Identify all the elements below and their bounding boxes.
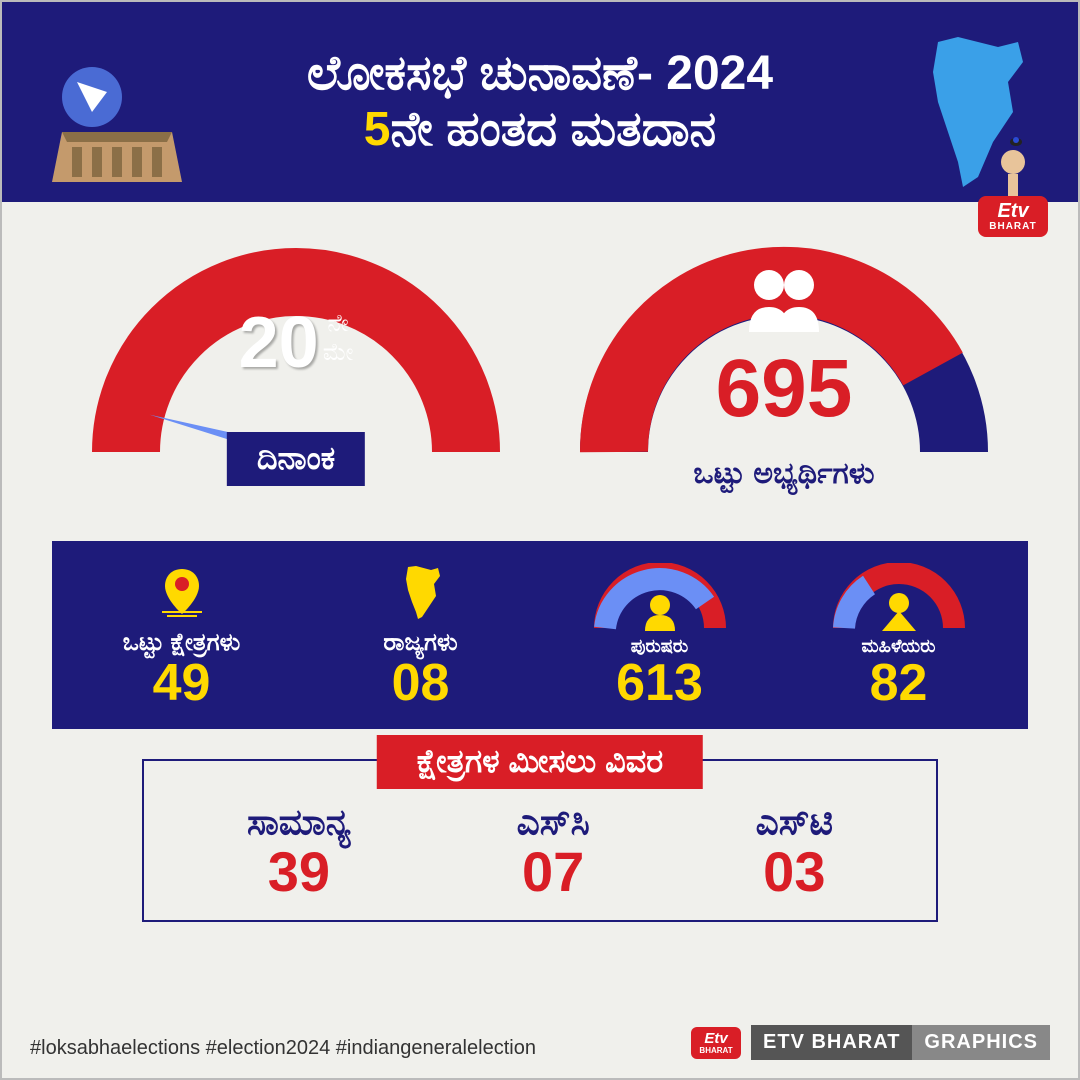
stat-value: 82 [870, 657, 928, 709]
candidates-gauge: 695 ಒಟ್ಟು ಅಭ್ಯರ್ಥಿಗಳು [574, 242, 994, 491]
stat-male: ಪುರುಷರು 613 [540, 561, 779, 709]
phase-number: 5 [364, 103, 391, 156]
stat-constituencies: ಒಟ್ಟು ಕ್ಷೇತ್ರಗಳು 49 [62, 561, 301, 709]
date-gauge: 20ನೇಮೇ ದಿನಾಂಕ [86, 242, 506, 491]
phase-text: ನೇ ಹಂತದ ಮತದಾನ [390, 103, 716, 156]
footer-brand: Etv BHARAT ETV BHARAT GRAPHICS [691, 1025, 1050, 1060]
res-label: ಸಾಮಾನ್ಯ [247, 801, 351, 844]
gauges-row: 20ನೇಮೇ ದಿನಾಂಕ 695 ಒಟ್ಟು ಅಭ್ಯರ್ಥಿಗಳು [2, 202, 1078, 511]
stat-value: 613 [616, 657, 703, 709]
stat-value: 49 [153, 657, 211, 709]
female-gauge-icon [829, 568, 969, 628]
res-label: ಎಸ್​ಸಿ [517, 801, 590, 844]
stat-label: ರಾಜ್ಯಗಳು [383, 629, 457, 657]
stat-label: ಒಟ್ಟು ಕ್ಷೇತ್ರಗಳು [123, 629, 241, 657]
india-icon [396, 561, 446, 621]
header-subtitle: 5ನೇ ಹಂತದ ಮತದಾನ [364, 102, 717, 158]
header-banner: ಲೋಕಸಭೆ ಚುನಾವಣೆ- 2024 5ನೇ ಹಂತದ ಮತದಾನ Etv … [2, 2, 1078, 202]
date-suffix: ನೇಮೇ [323, 310, 354, 368]
res-value: 39 [247, 844, 351, 900]
stat-value: 08 [392, 657, 450, 709]
res-label: ಎಸ್​ಟಿ [756, 801, 833, 844]
res-general: ಸಾಮಾನ್ಯ 39 [247, 801, 351, 900]
header-title: ಲೋಕಸಭೆ ಚುನಾವಣೆ- 2024 [307, 46, 773, 102]
stat-states: ರಾಜ್ಯಗಳು 08 [301, 561, 540, 709]
stats-bar: ಒಟ್ಟು ಕ್ಷೇತ್ರಗಳು 49 ರಾಜ್ಯಗಳು 08 ಪುರುಷ [52, 541, 1028, 729]
people-icon [739, 267, 829, 342]
res-value: 03 [756, 844, 833, 900]
brand-graphics: GRAPHICS [912, 1025, 1050, 1060]
footer: #loksabhaelections #election2024 #indian… [0, 1015, 1080, 1080]
date-value: 20 [239, 302, 319, 384]
res-sc: ಎಸ್​ಸಿ 07 [517, 801, 590, 900]
reservation-title: ಕ್ಷೇತ್ರಗಳ ಮೀಸಲು ವಿವರ [377, 735, 703, 789]
pin-icon [157, 561, 207, 621]
etv-logo-header: Etv BHARAT [978, 196, 1048, 237]
res-st: ಎಸ್​ಟಿ 03 [756, 801, 833, 900]
male-gauge-icon [590, 568, 730, 628]
brand-etv: ETV BHARAT [751, 1025, 912, 1060]
india-map-icon [908, 32, 1048, 207]
parliament-icon [42, 62, 192, 197]
stat-female: ಮಹಿಳೆಯರು 82 [779, 561, 1018, 709]
candidates-value: 695 [574, 342, 994, 436]
reservation-box: ಕ್ಷೇತ್ರಗಳ ಮೀಸಲು ವಿವರ ಸಾಮಾನ್ಯ 39 ಎಸ್​ಸಿ 0… [142, 759, 938, 922]
date-label: ದಿನಾಂಕ [227, 432, 365, 486]
etv-logo-footer: Etv BHARAT [691, 1027, 741, 1059]
hashtags: #loksabhaelections #election2024 #indian… [30, 1037, 536, 1060]
res-value: 07 [517, 844, 590, 900]
